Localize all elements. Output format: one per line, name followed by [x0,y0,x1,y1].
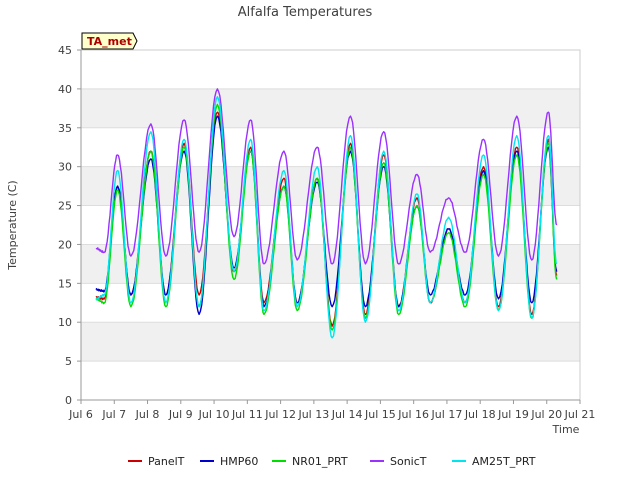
legend-label: PanelT [148,455,185,468]
series-lines [95,88,558,339]
legend-label: HMP60 [220,455,258,468]
axes: 0 5 10 15 20 25 30 35 40 45 Jul 6 Jul 7 Jul 8 Jul 9 Ju… [58,44,595,421]
x-tick-label: Jul 16 [397,408,429,421]
series-line-sonict [95,88,558,265]
y-tick-label: 45 [58,44,72,57]
x-tick-label: Jul 12 [264,408,296,421]
x-tick-label: Jul 7 [101,408,126,421]
chart-title: Alfalfa Temperatures [238,5,373,20]
legend-label: AM25T_PRT [472,455,536,468]
x-tick-label: Jul 6 [68,408,93,421]
x-tick-label: Jul 21 [564,408,596,421]
plot-background [81,50,580,400]
x-tick-label: Jul 8 [135,408,160,421]
x-tick-label: Jul 15 [364,408,396,421]
y-tick-label: 20 [58,238,72,251]
x-tick-label: Jul 9 [168,408,193,421]
badge-label: TA_met [87,35,132,48]
x-tick-label: Jul 18 [464,408,496,421]
x-tick-label: Jul 10 [198,408,230,421]
y-tick-label: 25 [58,200,72,213]
x-tick-label: Jul 20 [530,408,562,421]
x-tick-label: Jul 19 [497,408,529,421]
y-tick-label: 35 [58,122,72,135]
y-axis-label: Temperature (C) [6,180,19,270]
plot-band [81,88,580,128]
y-tick-label: 30 [58,161,72,174]
series-line-am25t-prt [95,96,558,339]
x-tick-label: Jul 14 [331,408,363,421]
plot-band [81,127,580,167]
legend: PanelT HMP60 NR01_PRT SonicT AM25T_PRT [128,455,536,468]
plot-band [81,361,580,400]
legend-label: NR01_PRT [292,455,348,468]
x-tick-label: Jul 11 [231,408,263,421]
y-tick-label: 5 [65,355,72,368]
y-tick-label: 15 [58,277,72,290]
legend-label: SonicT [390,455,427,468]
y-tick-label: 0 [65,394,72,407]
ta-met-badge: TA_met [81,32,138,50]
x-axis-label: Time [552,423,580,436]
plot-band [81,205,580,245]
x-tick-label: Jul 13 [297,408,329,421]
y-tick-label: 10 [58,316,72,329]
plot-band [81,166,580,206]
plot-band [81,50,580,89]
y-tick-label: 40 [58,83,72,96]
x-tick-label: Jul 17 [431,408,463,421]
